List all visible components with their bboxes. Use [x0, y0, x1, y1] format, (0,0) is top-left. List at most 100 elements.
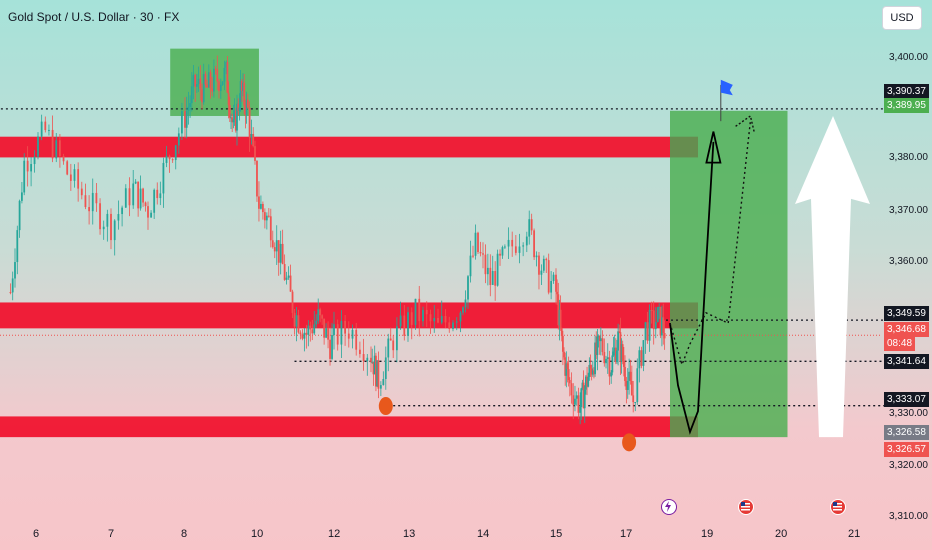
candle-body: [258, 196, 260, 209]
candle-body: [418, 298, 421, 322]
candle-body: [239, 81, 242, 108]
candle-body: [262, 203, 264, 213]
candle-body: [256, 160, 258, 197]
candle-body: [121, 207, 123, 215]
y-tick-label: 3,310.00: [889, 511, 928, 522]
candle-body: [254, 146, 256, 161]
candle-body: [638, 350, 641, 369]
currency-button[interactable]: USD: [882, 6, 922, 30]
target-flag-icon: [720, 79, 733, 96]
candle-body: [387, 338, 390, 358]
candle-body: [582, 382, 585, 409]
candle-body: [181, 111, 183, 134]
candle-body: [156, 189, 159, 199]
candle-body: [598, 336, 601, 342]
x-tick-label: 8: [181, 528, 188, 540]
candle-body: [147, 206, 149, 218]
candle-body: [16, 230, 19, 263]
candle-body: [392, 340, 395, 351]
candle-body: [214, 68, 217, 70]
candle-body: [289, 275, 292, 292]
candle-body: [132, 183, 135, 206]
candle-body: [658, 307, 661, 309]
candle-body: [612, 351, 615, 356]
candle-body: [325, 328, 327, 338]
candle-body: [482, 253, 484, 255]
candle-body: [211, 88, 214, 92]
candle-body: [580, 388, 583, 407]
x-tick-label: 13: [403, 528, 416, 540]
candle-body: [564, 357, 567, 376]
candle-body: [9, 292, 12, 294]
candle-body: [171, 159, 174, 161]
level-badge: 3,326.58: [884, 425, 929, 440]
us-flag-icon[interactable]: [738, 499, 754, 515]
x-tick-label: 20: [775, 528, 788, 540]
candle-body: [547, 260, 550, 293]
candle-body: [425, 309, 428, 315]
candle-body: [252, 133, 255, 147]
candle-body: [168, 155, 171, 160]
candle-body: [226, 62, 229, 93]
candle-body: [648, 310, 651, 341]
candle-body: [307, 325, 310, 335]
lightning-icon[interactable]: [661, 499, 677, 515]
candle-body: [619, 332, 622, 362]
candle-body: [616, 350, 618, 363]
green-zone: [670, 110, 788, 438]
level-badge: 3,326.57: [884, 442, 929, 457]
candle-body: [594, 342, 596, 375]
candle-body: [228, 105, 231, 118]
candle-body: [628, 371, 630, 381]
candle-body: [281, 243, 284, 265]
candle-body: [174, 145, 177, 161]
candle-body: [646, 322, 649, 341]
candle-body: [593, 370, 595, 375]
candle-body: [333, 324, 335, 336]
candle-body: [344, 320, 346, 334]
candle-body: [204, 73, 207, 85]
candle-body: [579, 406, 582, 413]
candle-body: [587, 377, 590, 387]
candle-body: [263, 212, 266, 221]
candle-body: [589, 364, 592, 369]
candle-body: [218, 81, 220, 91]
candle-body: [201, 89, 203, 103]
candle-body: [603, 352, 606, 364]
candle-body: [560, 328, 563, 336]
candle-body: [448, 322, 451, 329]
candle-body: [452, 322, 454, 329]
candle-body: [479, 252, 482, 254]
candle-body: [555, 274, 557, 292]
candle-body: [613, 347, 616, 352]
candle-body: [283, 264, 286, 280]
candle-body: [236, 103, 238, 131]
candle-body: [617, 331, 619, 351]
candle-body: [69, 174, 72, 181]
candle-body: [440, 315, 443, 323]
candle-body: [469, 255, 472, 277]
candle-body: [317, 309, 320, 321]
candle-body: [77, 169, 80, 189]
candle-body: [654, 321, 657, 330]
candle-body: [477, 232, 479, 253]
candle-body: [467, 276, 469, 300]
candle-body: [464, 299, 467, 308]
candle-body: [359, 349, 361, 355]
candle-body: [538, 255, 540, 275]
candle-body: [309, 325, 312, 330]
candle-body: [260, 203, 262, 209]
candle-body: [511, 239, 514, 247]
candle-body: [403, 315, 406, 336]
candle-body: [237, 103, 240, 111]
x-tick-label: 7: [108, 528, 115, 540]
candle-body: [472, 255, 474, 257]
candle-body: [444, 315, 447, 323]
y-tick-label: 3,330.00: [889, 408, 928, 419]
candle-body: [206, 84, 208, 88]
candle-body: [614, 347, 617, 363]
candle-body: [33, 156, 36, 165]
us-flag-icon[interactable]: [830, 499, 846, 515]
candle-body: [396, 326, 398, 351]
